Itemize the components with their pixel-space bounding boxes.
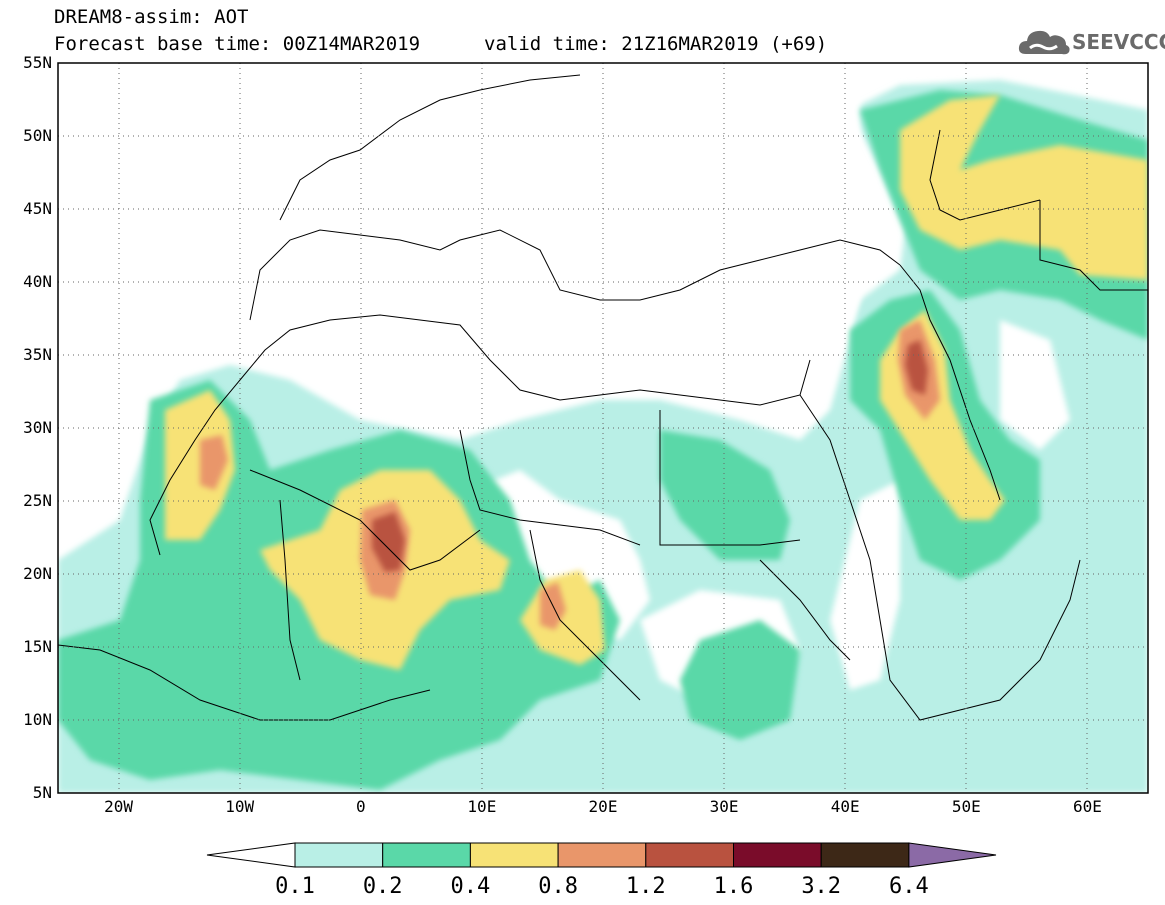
- colorbar-label-1.2: 1.2: [626, 874, 666, 899]
- lat-label-10N: 10N: [23, 710, 52, 729]
- grid-lines: [58, 63, 1148, 793]
- lon-label-10W: 10W: [225, 797, 254, 816]
- lat-label-35N: 35N: [23, 345, 52, 364]
- colorbar-label-6.4: 6.4: [889, 874, 929, 899]
- lon-label-30E: 30E: [710, 797, 739, 816]
- lon-label-50E: 50E: [952, 797, 981, 816]
- map-frame: [57, 62, 1149, 794]
- colorbar-label-0.2: 0.2: [363, 874, 403, 899]
- colorbar-segment-5: [645, 842, 734, 868]
- colorbar-label-0.1: 0.1: [275, 874, 315, 899]
- lat-label-20N: 20N: [23, 564, 52, 583]
- lat-label-50N: 50N: [23, 126, 52, 145]
- logo-text: SEEVCCC: [1072, 30, 1165, 54]
- lat-label-15N: 15N: [23, 637, 52, 656]
- lat-label-45N: 45N: [23, 199, 52, 218]
- colorbar: 0.1 0.2 0.4 0.8 1.2 1.6 3.2 6.4: [206, 842, 997, 899]
- lat-label-55N: 55N: [23, 53, 52, 72]
- seevccc-logo: SEEVCCC: [1016, 22, 1165, 62]
- colorbar-segment-6: [733, 842, 822, 868]
- lat-label-30N: 30N: [23, 418, 52, 437]
- forecast-base-time: Forecast base time: 00Z14MAR2019: [54, 33, 421, 55]
- longitude-labels: 20W 10W 0 10E 20E 30E 40E 50E 60E: [104, 797, 1102, 816]
- colorbar-segment-4: [557, 842, 647, 868]
- colorbar-label-1.6: 1.6: [714, 874, 754, 899]
- colorbar-label-3.2: 3.2: [801, 874, 841, 899]
- lat-label-5N: 5N: [33, 783, 52, 802]
- colorbar-lower-arrow: [206, 842, 296, 868]
- colorbar-upper-arrow: [908, 842, 997, 868]
- colorbar-segment-1: [294, 842, 384, 868]
- latitude-labels: 55N 50N 45N 40N 35N 30N 25N 20N 15N 10N 5N: [23, 53, 52, 802]
- lon-label-40E: 40E: [831, 797, 860, 816]
- colorbar-segment-7: [820, 842, 910, 868]
- map-title: DREAM8-assim: AOT: [54, 6, 249, 28]
- lon-label-0: 0: [356, 797, 366, 816]
- valid-time: valid time: 21Z16MAR2019 (+69): [484, 33, 828, 55]
- colorbar-label-0.4: 0.4: [451, 874, 491, 899]
- colorbar-label-0.8: 0.8: [538, 874, 578, 899]
- lon-label-20E: 20E: [589, 797, 618, 816]
- cloud-logo-icon: [1018, 30, 1070, 55]
- lat-label-25N: 25N: [23, 491, 52, 510]
- aot-fields: [58, 63, 1148, 793]
- lon-label-20W: 20W: [104, 797, 133, 816]
- lon-label-60E: 60E: [1073, 797, 1102, 816]
- colorbar-segment-3: [469, 842, 559, 868]
- lon-label-10E: 10E: [467, 797, 496, 816]
- lat-label-40N: 40N: [23, 272, 52, 291]
- colorbar-segment-2: [382, 842, 471, 868]
- coastlines: [58, 74, 1148, 721]
